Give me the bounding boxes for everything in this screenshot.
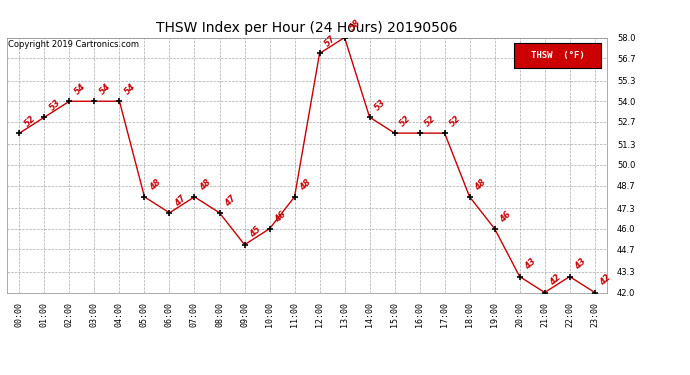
Text: 45: 45 — [248, 225, 263, 240]
Text: 48: 48 — [198, 177, 213, 192]
Text: 48: 48 — [298, 177, 313, 192]
Text: 52: 52 — [424, 114, 438, 128]
Text: 53: 53 — [373, 98, 388, 112]
Text: 42: 42 — [598, 273, 613, 288]
Text: 58: 58 — [348, 18, 363, 33]
Text: 54: 54 — [98, 82, 113, 96]
Text: Copyright 2019 Cartronics.com: Copyright 2019 Cartronics.com — [8, 40, 139, 49]
Text: 54: 54 — [73, 82, 88, 96]
Text: 46: 46 — [273, 209, 288, 224]
Text: 47: 47 — [173, 194, 188, 208]
Text: 53: 53 — [48, 98, 63, 112]
Text: 47: 47 — [224, 194, 238, 208]
Title: THSW Index per Hour (24 Hours) 20190506: THSW Index per Hour (24 Hours) 20190506 — [157, 21, 457, 35]
Text: 54: 54 — [124, 82, 138, 96]
Text: 52: 52 — [398, 114, 413, 128]
Text: 43: 43 — [524, 257, 538, 272]
Text: 43: 43 — [573, 257, 588, 272]
Text: 52: 52 — [448, 114, 463, 128]
Text: THSW  (°F): THSW (°F) — [531, 51, 584, 60]
Text: 48: 48 — [148, 177, 163, 192]
Text: 57: 57 — [324, 34, 338, 49]
Text: 42: 42 — [549, 273, 563, 288]
Text: 46: 46 — [498, 209, 513, 224]
Text: 52: 52 — [23, 114, 38, 128]
FancyBboxPatch shape — [514, 43, 601, 68]
Text: 48: 48 — [473, 177, 488, 192]
